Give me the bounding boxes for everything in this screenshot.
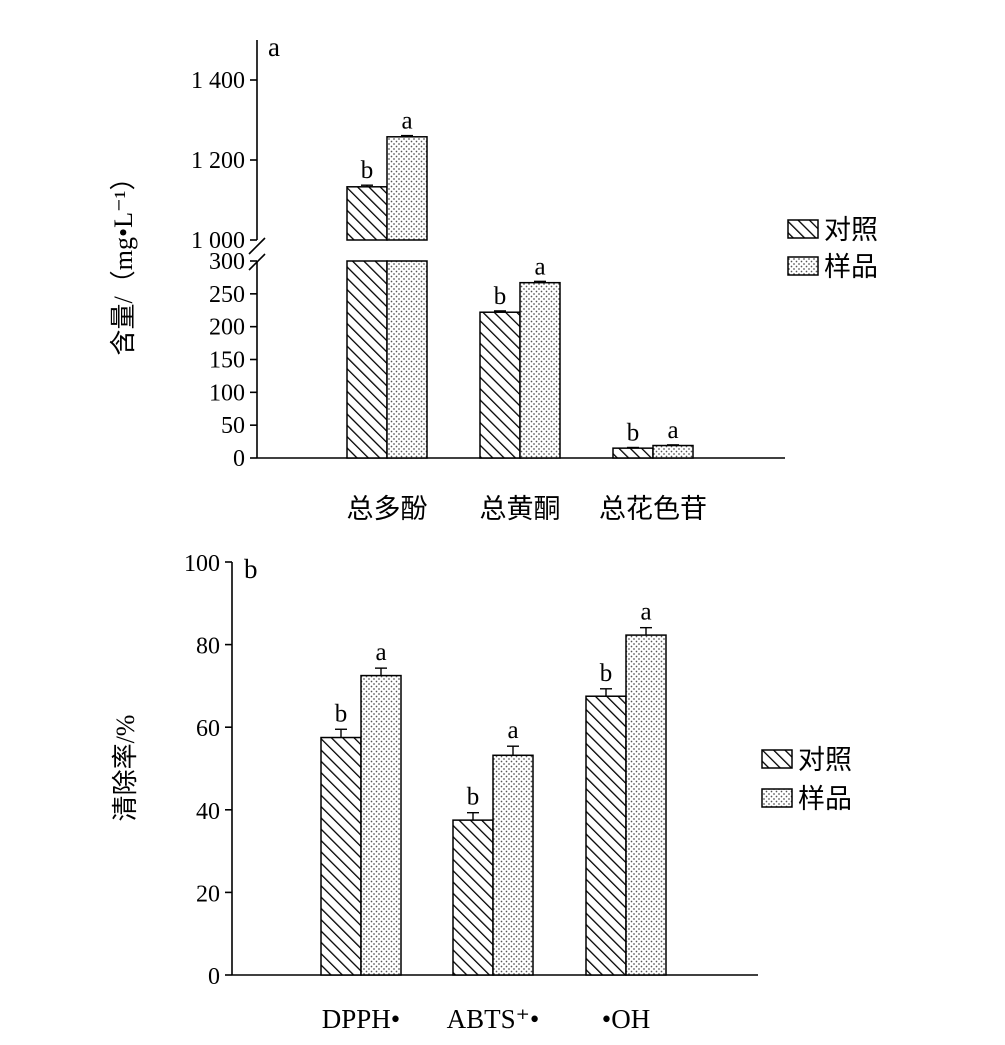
panel-b-significance-letter: a [375, 639, 386, 666]
panel-b-significance-letter: b [467, 784, 480, 811]
panel-a-y-tick-label: 1 400 [191, 68, 245, 94]
panel-a-significance-letter: b [494, 283, 507, 310]
panel-a-y-tick-label: 1 200 [191, 148, 245, 174]
panel-a-legend: 对照 样品 [787, 215, 878, 282]
panel-a-bar-break-gap [386, 241, 428, 260]
legend-label-control: 对照 [798, 745, 852, 775]
panel-b-x-category-label: DPPH• [322, 1004, 400, 1034]
panel-a-significance-letter: a [401, 108, 412, 135]
legend-swatch-sample [787, 256, 819, 276]
panel-a-letter: a [268, 32, 280, 62]
panel-a-bar-break-gap [346, 241, 388, 260]
panel-a-axis-break-mark [248, 253, 266, 271]
legend-swatch-control [787, 219, 819, 239]
panel-b-significance-letter: b [335, 700, 348, 727]
panel-a-y-tick-label: 200 [209, 315, 245, 341]
panel-b-y-tick-label: 100 [184, 551, 220, 577]
panel-b-significance-letter: a [507, 717, 518, 744]
panel-a-y-tick-label: 0 [233, 446, 245, 472]
panel-b-bar-control [320, 736, 362, 976]
panel-a-bar-sample [652, 444, 694, 459]
legend-swatch-control [761, 749, 793, 769]
panel-a-bar-sample-lower-segment [386, 260, 428, 459]
panel-b-significance-letter: a [640, 599, 651, 626]
panel-b-chart: b 清除率/% b a b a b a 0 20 40 60 80 100 DPPH• ABTS⁺• •… [111, 551, 852, 1034]
panel-b-x-category-label: ABTS⁺• [447, 1004, 540, 1034]
panel-a-significance-letter: a [667, 417, 678, 444]
panel-b-y-axis-label: 清除率/% [111, 715, 140, 822]
panel-b-y-tick-label: 80 [196, 634, 220, 660]
legend-label-sample: 样品 [798, 784, 852, 814]
panel-a-x-category-label: 总多酚 [347, 494, 428, 524]
legend-label-control: 对照 [824, 215, 878, 245]
panel-a-bar-control [479, 311, 521, 459]
panel-b-letter: b [244, 554, 258, 584]
panel-b-significance-letter: b [600, 660, 613, 687]
panel-b-y-tick-label: 60 [196, 716, 220, 742]
panel-b-legend: 对照 样品 [761, 745, 852, 814]
panel-b-y-tick-label: 20 [196, 881, 220, 907]
panel-b-y-tick-label: 40 [196, 799, 220, 825]
panel-b-bar-sample [360, 674, 402, 976]
panel-a-significance-letter: b [627, 419, 640, 446]
panel-a-axis-break-mark [248, 237, 266, 255]
panel-a-y-tick-label: 1 000 [191, 228, 245, 254]
panel-b-bar-sample [625, 634, 667, 976]
panel-a-bar-control [612, 447, 654, 459]
panel-b-bar-control [585, 695, 627, 976]
panel-b-x-category-label: •OH [602, 1004, 650, 1034]
panel-a-y-tick-label: 150 [209, 348, 245, 374]
panel-a-y-tick-label: 100 [209, 380, 245, 406]
panel-a-bar-sample [519, 281, 561, 459]
panel-a-x-category-label: 总花色苷 [599, 494, 707, 524]
panel-a-bar-control-lower-segment [346, 260, 388, 459]
panel-a-y-tick-label: 300 [209, 249, 245, 275]
panel-a-y-axis-label: 含量/（mg•L⁻¹） [109, 165, 138, 356]
panel-b-bar-control [452, 819, 494, 976]
legend-swatch-sample [761, 788, 793, 808]
panel-a-y-tick-label: 50 [221, 413, 245, 439]
panel-a-x-category-label: 总黄酮 [480, 494, 561, 524]
panel-a-bar-sample [386, 136, 428, 241]
panel-b-y-tick-label: 0 [208, 964, 220, 990]
panel-a-significance-letter: a [534, 253, 545, 280]
legend-label-sample: 样品 [824, 252, 878, 282]
panel-a-y-tick-label: 250 [209, 282, 245, 308]
panel-a-bar-control [346, 186, 388, 241]
panel-b-bar-sample [492, 754, 534, 976]
panel-a-significance-letter: b [361, 157, 374, 184]
